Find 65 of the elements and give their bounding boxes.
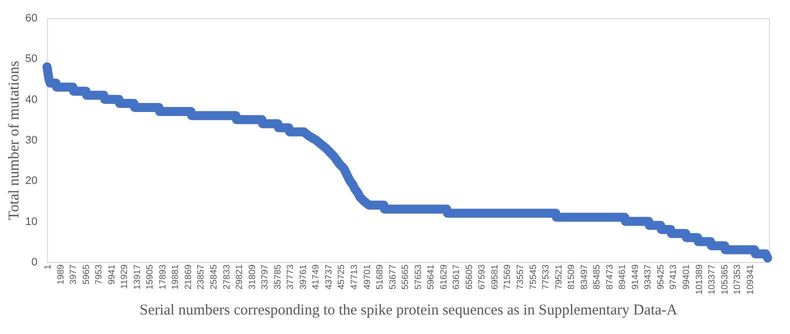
- x-tick-label: 103377: [706, 264, 717, 295]
- x-tick-label: 67593: [476, 264, 487, 290]
- x-tick-label: 23857: [196, 264, 206, 290]
- x-tick-label: 45725: [336, 264, 346, 290]
- x-tick-label: 41749: [310, 264, 321, 290]
- x-tick-label: 39761: [298, 264, 308, 290]
- x-tick-label: 107353: [732, 264, 742, 295]
- x-tick-label: 65605: [464, 264, 474, 290]
- x-tick-label: 109341: [744, 264, 755, 295]
- x-tick-label: 21869: [182, 264, 193, 290]
- x-tick-label: 27833: [221, 264, 232, 290]
- x-tick-label: 31809: [246, 264, 257, 290]
- x-tick-label: 55665: [400, 264, 410, 290]
- x-tick-label: 49701: [362, 264, 372, 290]
- x-tick-label: 71569: [502, 264, 512, 290]
- x-tick-label: 25845: [208, 264, 219, 290]
- x-tick-label: 1989: [55, 264, 66, 285]
- x-tick-label: 5965: [80, 264, 91, 285]
- x-tick-label: 33797: [260, 264, 270, 290]
- x-tick-label: 29821: [234, 264, 244, 290]
- x-tick-label: 95425: [655, 264, 666, 290]
- x-tick-label: 17893: [157, 264, 168, 290]
- x-tick-label: 83497: [578, 264, 589, 290]
- x-tick-label: 13917: [132, 264, 142, 290]
- x-tick-label: 69581: [489, 264, 500, 290]
- y-tick-label: 10: [25, 216, 38, 228]
- x-tick-label: 63617: [451, 264, 462, 290]
- x-tick-label: 7953: [94, 264, 104, 285]
- x-tick-label: 9941: [106, 264, 116, 285]
- y-axis-title: Total number of mutations: [6, 60, 22, 220]
- x-tick-label: 101389: [694, 264, 704, 295]
- y-tick-label: 40: [25, 94, 38, 106]
- x-tick-label: 37773: [285, 264, 296, 290]
- x-tick-label: 57653: [412, 264, 423, 290]
- x-tick-label: 15905: [144, 264, 155, 290]
- x-tick-label: 105365: [719, 264, 730, 295]
- x-tick-label: 51689: [374, 264, 385, 290]
- x-tick-label: 75545: [528, 264, 538, 290]
- x-tick-label: 19881: [170, 264, 180, 290]
- x-tick-label: 79521: [553, 264, 564, 290]
- x-axis-title: Serial numbers corresponding to the spike protein sequences as in Supplementary Data-A: [140, 302, 678, 319]
- x-tick-label: 43737: [323, 264, 334, 290]
- x-tick-label: 53677: [387, 264, 398, 290]
- x-tick-label: 81509: [566, 264, 576, 290]
- x-tick-label: 73557: [514, 264, 525, 290]
- x-tick-label: 97413: [668, 264, 678, 290]
- x-tick-label: 35785: [272, 264, 282, 290]
- x-tick-label: 99401: [681, 264, 691, 290]
- x-tick-label: 3977: [68, 264, 78, 285]
- x-tick-label: 85485: [592, 264, 602, 290]
- x-tick-label: 87473: [604, 264, 614, 290]
- x-tick-label: 77533: [540, 264, 551, 290]
- x-tick-label: 59641: [426, 264, 436, 290]
- x-tick-label: 91449: [630, 264, 640, 290]
- x-tick-label: 89461: [617, 264, 628, 290]
- y-tick-label: 60: [25, 12, 38, 24]
- x-tick-label: 93437: [642, 264, 653, 290]
- y-tick-label: 50: [25, 53, 38, 66]
- x-tick-label: 61629: [438, 264, 448, 290]
- y-tick-label: 20: [25, 175, 38, 188]
- y-tick-label: 30: [25, 134, 38, 146]
- y-tick-label: 0: [31, 256, 38, 268]
- x-tick-label: 11929: [119, 264, 130, 289]
- x-tick-label: 1: [42, 264, 52, 270]
- x-tick-label: 47713: [348, 264, 359, 290]
